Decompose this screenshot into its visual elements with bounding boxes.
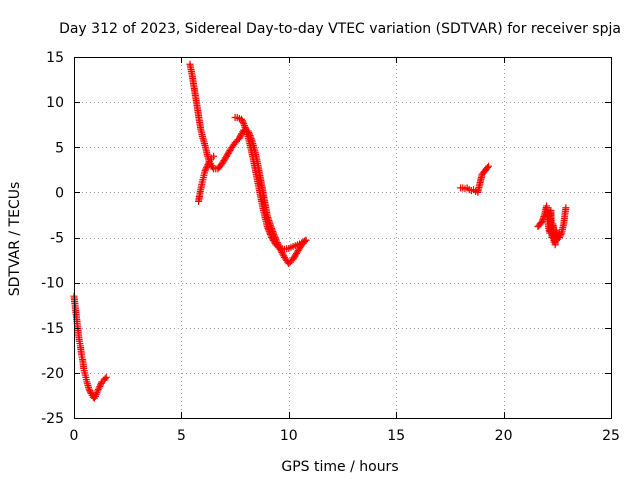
data-point-trace [96,379,105,389]
data-point-trace [286,257,296,266]
data-point-trace [219,154,230,166]
data-point-trace [204,159,213,169]
data-point [562,204,570,212]
data-point-trace [474,172,486,195]
data-point-trace [240,122,249,131]
data-point-trace [83,380,92,391]
data-point-trace [290,249,301,262]
data-point-trace [215,161,225,172]
grid-lines [74,57,611,418]
data-point-trace [202,164,210,173]
data-point [485,162,493,170]
data-point-trace [238,117,247,126]
axis-ticks [74,57,612,419]
data-point-trace [268,235,279,247]
data-point-trace [294,242,305,254]
data-point-trace [236,131,245,141]
data-point-trace [556,230,565,240]
series-segment-2 [186,60,310,268]
data-point [302,236,310,244]
data-point [102,373,110,381]
y-tick-label: -10 [41,276,64,292]
data-point-trace [537,219,545,227]
data-points [70,60,570,402]
data-point [555,234,563,241]
data-point-trace [561,206,570,217]
data-point-trace [188,73,198,91]
y-tick-label: -15 [41,321,64,337]
data-point-trace [264,224,275,240]
x-tick-labels: 0 5 10 15 20 25 [70,428,620,444]
data-point-trace [196,187,204,197]
data-point-trace [299,237,309,246]
data-point-trace [197,182,205,192]
data-point-trace [277,247,288,260]
data-point [203,162,211,170]
data-point-trace [233,136,242,145]
data-point-trace [92,389,101,399]
series-segment-3 [195,152,218,205]
data-point-trace [86,387,94,396]
data-point [201,167,209,175]
y-tick-label: -25 [41,411,64,427]
data-point-trace [195,113,204,132]
x-tick-label: 0 [70,428,79,444]
data-point-trace [223,146,234,159]
data-point [96,382,104,390]
x-tick-label: 15 [387,428,405,444]
data-point [263,223,271,231]
data-point [94,387,102,395]
data-point-trace [101,375,109,383]
data-point-trace [282,255,292,266]
data-point [235,134,243,142]
y-tick-label: -20 [41,366,64,382]
x-tick-label: 25 [602,428,620,444]
y-tick-label: 0 [55,185,64,201]
chart-title: Day 312 of 2023, Sidereal Day-to-day VTE… [59,21,621,37]
series-segment-5 [457,162,493,196]
data-point-trace [242,127,251,139]
x-tick-label: 20 [495,428,513,444]
y-axis-label: SDTVAR / TECUs [7,182,23,297]
y-tick-labels: -25 -20 -15 -10 -5 0 5 10 15 [41,50,64,427]
data-point-trace [191,86,200,104]
series-segment-6 [534,202,570,249]
x-axis-label: GPS time / hours [281,459,398,475]
data-point-trace [483,164,491,172]
y-tick-label: 5 [55,140,64,156]
data-point [85,385,93,393]
data-point-trace [539,213,548,224]
data-point-trace [94,384,103,393]
x-tick-label: 10 [280,428,298,444]
y-tick-label: 15 [46,50,64,66]
y-tick-label: -5 [50,231,64,247]
data-point [238,115,246,123]
data-point [210,152,218,160]
y-tick-label: 10 [46,95,64,111]
data-point-trace [268,226,279,242]
data-point-trace [228,140,238,151]
data-point-trace [273,242,283,251]
series-segment-1 [70,292,110,402]
series-segment-4 [231,113,310,253]
x-tick-label: 5 [177,428,186,444]
data-point-trace [199,136,208,148]
